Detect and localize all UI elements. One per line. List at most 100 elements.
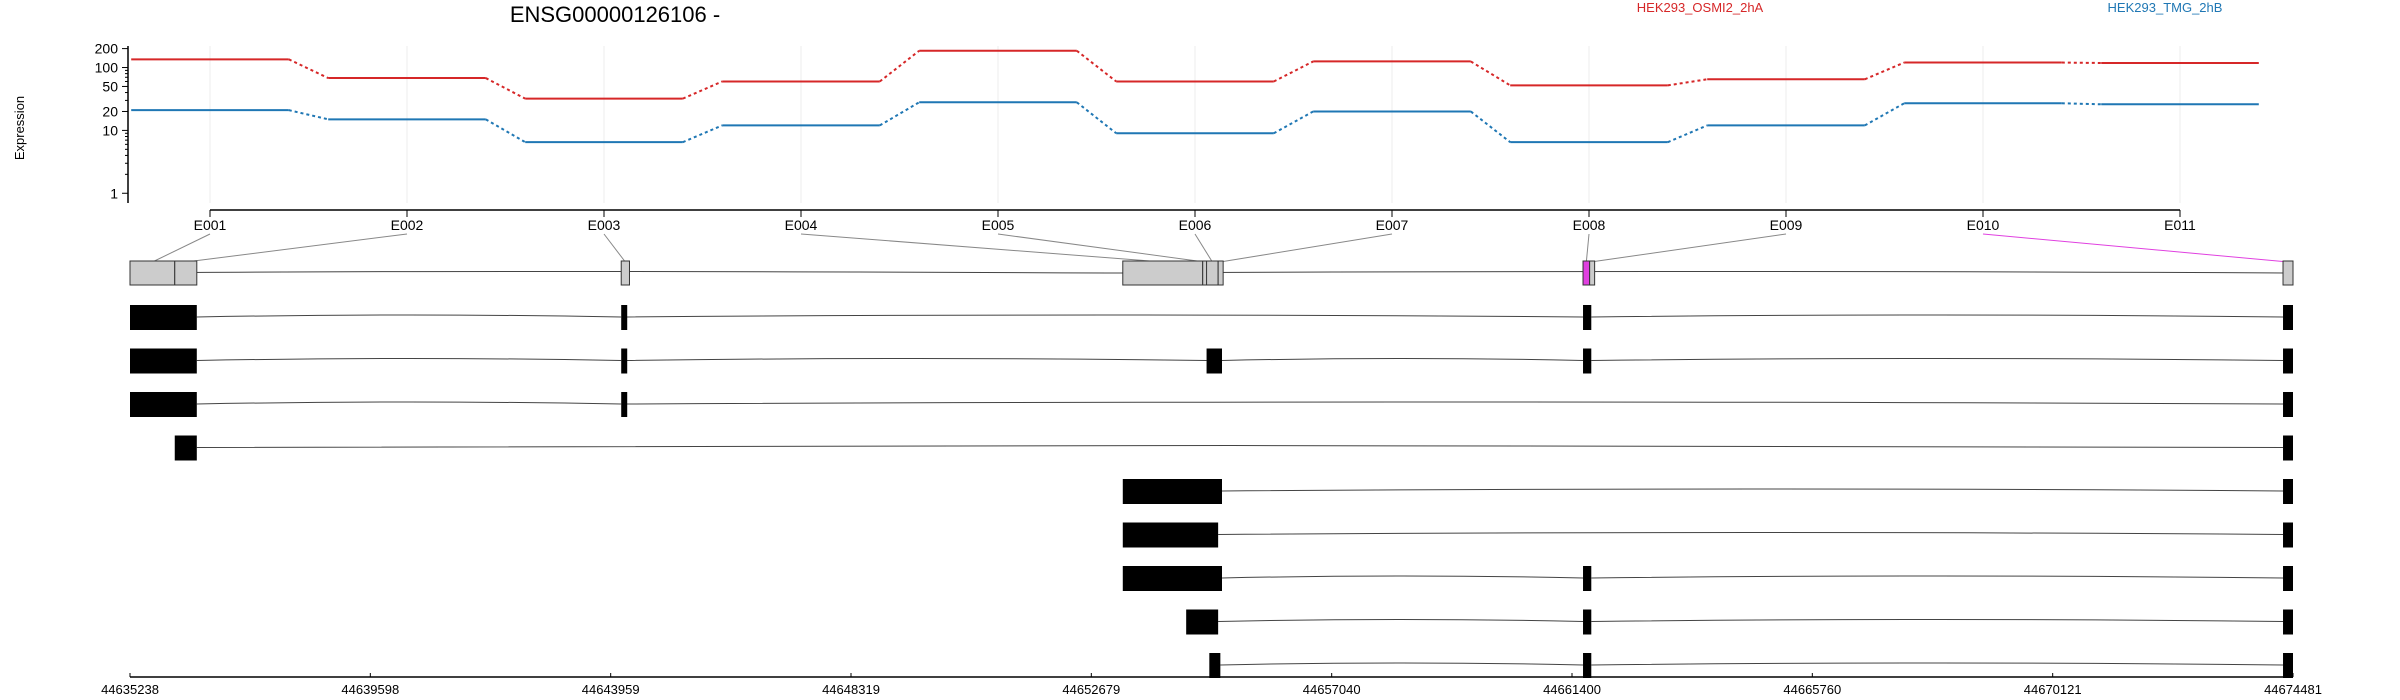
transcript-track	[1122, 479, 2293, 504]
gene-exon-box	[1582, 260, 1591, 286]
exon-connector	[1982, 233, 2289, 263]
exon-tick-label: E005	[982, 217, 1015, 233]
transcript-track	[1122, 522, 2293, 548]
series-connector	[1667, 124, 1708, 144]
transcript-exon	[1186, 609, 1219, 635]
series-connector	[1273, 60, 1314, 83]
transcript-intron	[1591, 314, 2284, 318]
transcript-exon	[621, 392, 628, 417]
transcript-track	[1209, 653, 2293, 678]
exon-tick-label: E011	[2164, 217, 2196, 233]
transcript-track	[130, 348, 2293, 374]
legend-entry: HEK293_TMG_2hB	[2108, 0, 2223, 15]
transcript-track	[1186, 609, 2293, 635]
transcript-track	[130, 305, 2293, 330]
transcript-exon	[2283, 348, 2293, 374]
series-connector	[1864, 102, 1905, 127]
gene-model	[129, 260, 2294, 286]
transcript-intron	[1221, 488, 2284, 492]
transcripts	[130, 305, 2293, 678]
genomic-tick-label: 44648319	[822, 682, 880, 697]
transcript-intron	[626, 358, 1207, 361]
transcript-exon	[1583, 305, 1592, 330]
transcript-exon	[621, 348, 628, 374]
exon-tick-label: E004	[785, 217, 818, 233]
series-connector	[1470, 110, 1511, 143]
exon-connector	[1219, 233, 1393, 263]
transcript-exon	[1583, 348, 1592, 374]
genomic-tick-label: 44665760	[1783, 682, 1841, 697]
genomic-tick-label: 44674481	[2264, 682, 2322, 697]
transcript-exon	[1122, 522, 1219, 548]
gene-exon-box	[1122, 260, 1204, 286]
transcript-intron	[1218, 532, 2284, 535]
exon-tick-label: E010	[1967, 217, 2000, 233]
transcript-exon	[2283, 435, 2293, 461]
genomic-tick-label: 44635238	[101, 682, 159, 697]
genomic-axis: 44635238 44639598 44643959 44648319 44652679…	[101, 673, 2322, 697]
transcript-intron	[1591, 662, 2284, 666]
genomic-tick-label: 44657040	[1303, 682, 1361, 697]
transcript-exon	[1122, 479, 1222, 504]
gene-exon-box	[174, 260, 198, 286]
series-connector	[1470, 60, 1511, 87]
series-connector	[288, 58, 329, 79]
transcript-track	[1122, 566, 2293, 591]
y-tick-label: 10	[102, 122, 118, 138]
series-connector	[485, 118, 526, 144]
transcript-intron	[196, 445, 2284, 448]
transcript-intron	[626, 401, 2284, 405]
series-connector	[682, 124, 723, 144]
exon-tick-label: E002	[391, 217, 424, 233]
gridlines	[209, 46, 2181, 203]
gene-exon-box	[1206, 260, 1219, 286]
y-axis: 1 10 20 50 100 200	[95, 41, 129, 203]
series-connector	[1076, 49, 1117, 83]
transcript-exon	[621, 305, 628, 330]
exon-connector	[800, 233, 1163, 263]
transcript-exon	[1583, 566, 1592, 591]
exon-connector	[185, 233, 408, 263]
transcript-intron	[1221, 575, 1584, 579]
transcript-exon	[130, 305, 197, 330]
gene-exon-box	[1217, 260, 1224, 286]
exon-connector	[997, 233, 1205, 263]
transcript-exon	[174, 435, 197, 461]
transcript-exon	[130, 392, 197, 417]
series-connector	[1667, 78, 1708, 87]
transcript-intron	[1591, 619, 2284, 622]
legend: HEK293_OSMI2_2hA HEK293_TMG_2hB	[1637, 0, 2223, 15]
transcript-intron	[1220, 662, 1584, 666]
y-tick-label: 50	[102, 78, 118, 94]
transcript-exon	[2283, 479, 2293, 504]
transcript-exon	[2283, 566, 2293, 591]
transcript-exon	[2283, 305, 2293, 330]
series-connector	[2061, 102, 2102, 106]
exon-tick-label: E009	[1770, 217, 1803, 233]
exon-connector	[1585, 233, 1590, 263]
exon-connectors	[152, 233, 2289, 263]
legend-entry: HEK293_OSMI2_2hA	[1637, 0, 1764, 15]
transcript-intron	[196, 401, 622, 405]
y-tick-label: 100	[95, 60, 119, 76]
transcript-exon	[2283, 392, 2293, 417]
transcript-exon	[1209, 653, 1221, 678]
series-connector	[485, 77, 526, 100]
transcript-intron	[196, 358, 622, 361]
series-connector	[879, 101, 920, 127]
gene-exon-box	[620, 260, 630, 286]
series-connector	[1273, 110, 1314, 135]
exon-tick-label: E006	[1179, 217, 1212, 233]
genomic-tick-label: 44661400	[1543, 682, 1601, 697]
gene-exon-box	[1589, 260, 1596, 286]
y-tick-label: 200	[95, 41, 119, 57]
transcript-intron	[1218, 619, 1584, 622]
exon-connector	[1194, 233, 1213, 263]
y-tick-label: 20	[102, 103, 118, 119]
exon-tick-label: E003	[588, 217, 621, 233]
series-connector	[288, 109, 329, 121]
exon-axis: E001 E002 E003 E004 E005 E006 E007 E008 E009 E010…	[194, 209, 2196, 233]
exon-tick-label: E007	[1376, 217, 1409, 233]
transcript-exon	[2283, 609, 2293, 635]
